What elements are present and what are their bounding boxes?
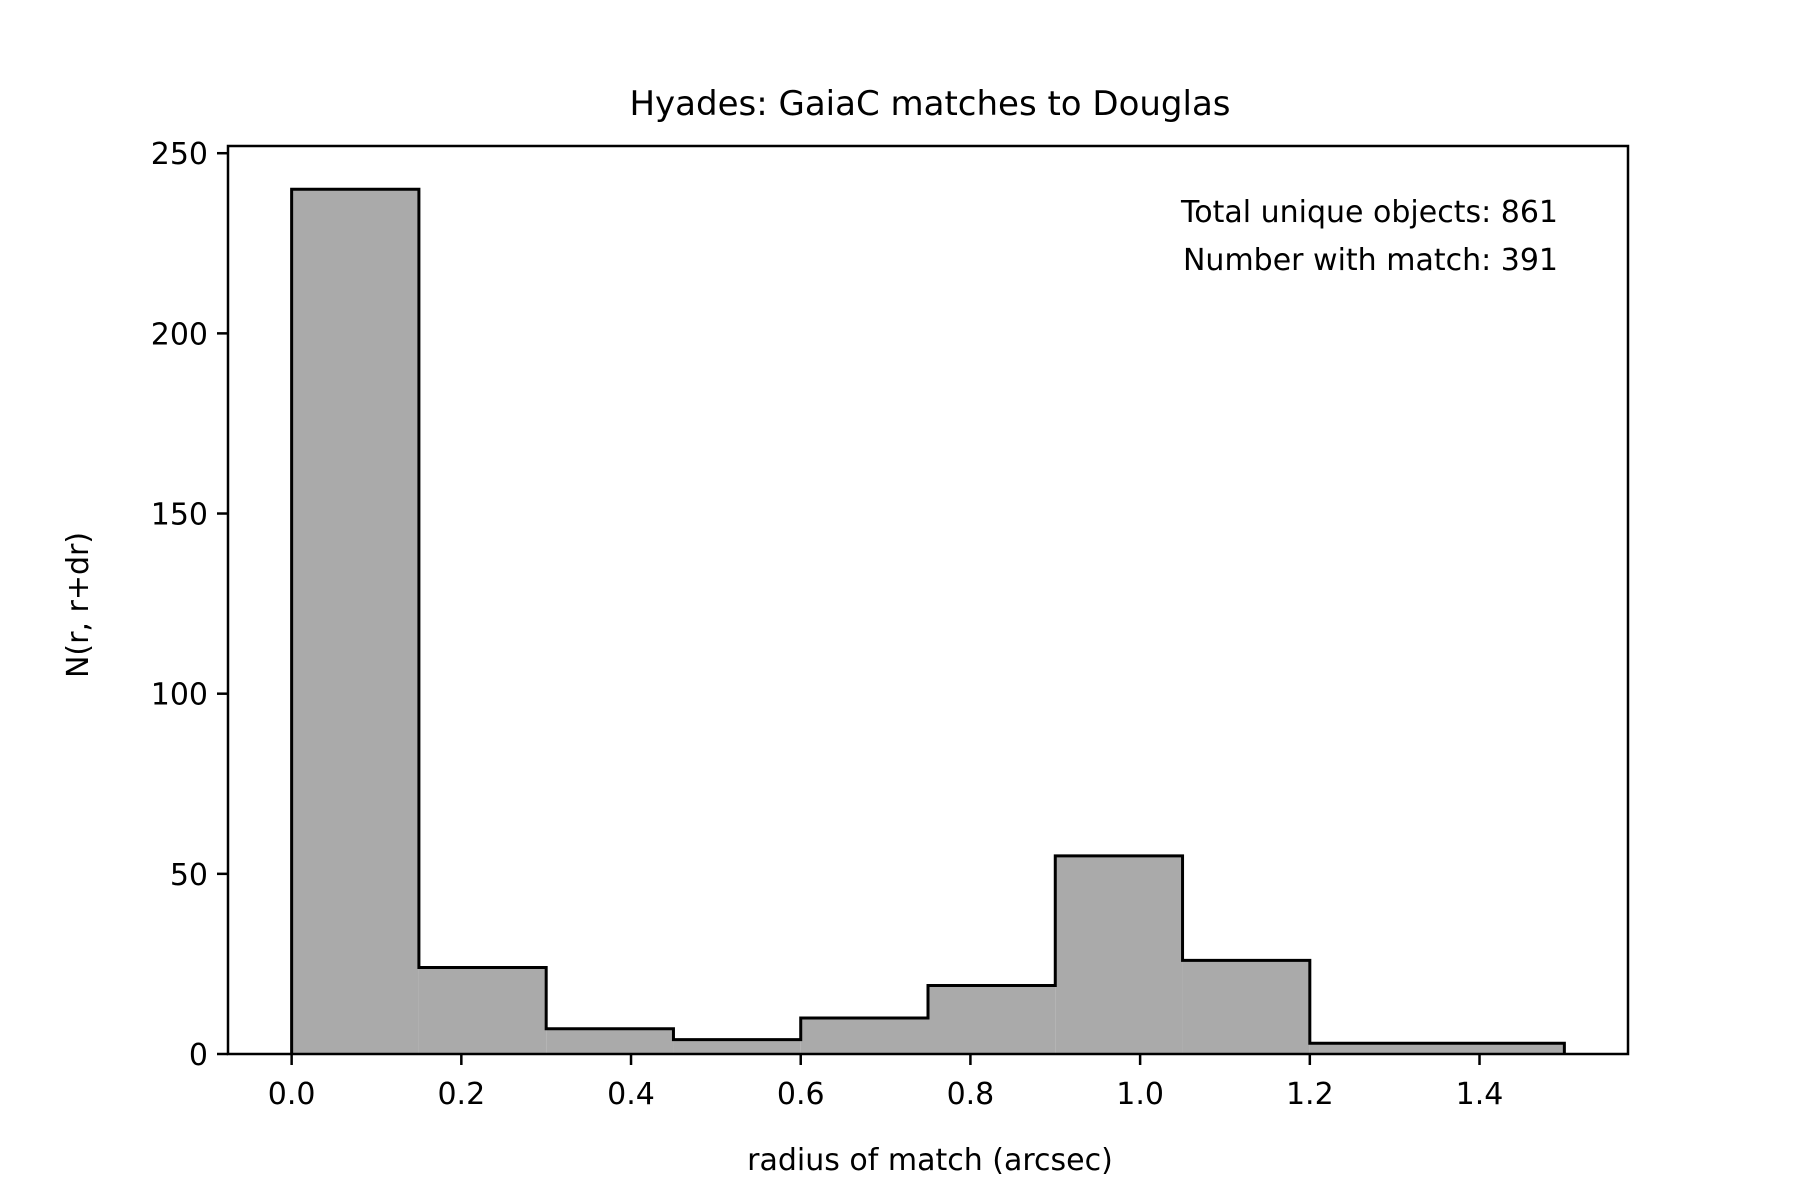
- x-tick-label-5: 1.0: [1116, 1077, 1164, 1112]
- y-tick-label-2: 100: [151, 678, 208, 713]
- y-axis-label: N(r, r+dr): [61, 532, 96, 678]
- histogram-bars: [291, 189, 1565, 1054]
- y-axis-ticks: 0 50 100 150 200 250: [151, 137, 228, 1073]
- histogram-bar-8: [1309, 1043, 1565, 1054]
- histogram-bar-2: [546, 1028, 674, 1054]
- y-tick-label-3: 150: [151, 498, 208, 533]
- histogram-bar-4: [800, 1017, 928, 1054]
- histogram-bar-1: [418, 967, 547, 1054]
- histogram-bar-7: [1182, 960, 1310, 1054]
- histogram-bar-3: [673, 1039, 801, 1054]
- x-tick-label-2: 0.4: [607, 1077, 655, 1112]
- histogram-bar-0: [291, 189, 419, 1054]
- histogram-bar-5: [928, 985, 1056, 1054]
- x-axis-label: radius of match (arcsec): [747, 1143, 1113, 1178]
- x-tick-label-4: 0.8: [947, 1077, 995, 1112]
- y-tick-label-4: 200: [151, 317, 208, 352]
- histogram-outline: [290, 187, 1566, 1054]
- x-tick-label-7: 1.4: [1456, 1077, 1504, 1112]
- y-tick-label-0: 0: [189, 1038, 208, 1073]
- plot-frame: [226, 144, 1630, 1056]
- histogram-bar-6: [1055, 855, 1183, 1054]
- x-tick-label-1: 0.2: [437, 1077, 485, 1112]
- annotation-total-objects: Total unique objects: 861: [1180, 195, 1558, 230]
- x-tick-label-3: 0.6: [777, 1077, 825, 1112]
- y-tick-label-1: 50: [170, 858, 208, 893]
- x-tick-label-0: 0.0: [268, 1077, 316, 1112]
- x-tick-label-6: 1.2: [1286, 1077, 1334, 1112]
- annotation-number-matched: Number with match: 391: [1183, 243, 1558, 278]
- chart-title: Hyades: GaiaC matches to Douglas: [629, 84, 1230, 124]
- x-axis-ticks: 0.0 0.2 0.4 0.6 0.8 1.0 1.2 1.4: [268, 1054, 1504, 1112]
- y-tick-label-5: 250: [151, 137, 208, 172]
